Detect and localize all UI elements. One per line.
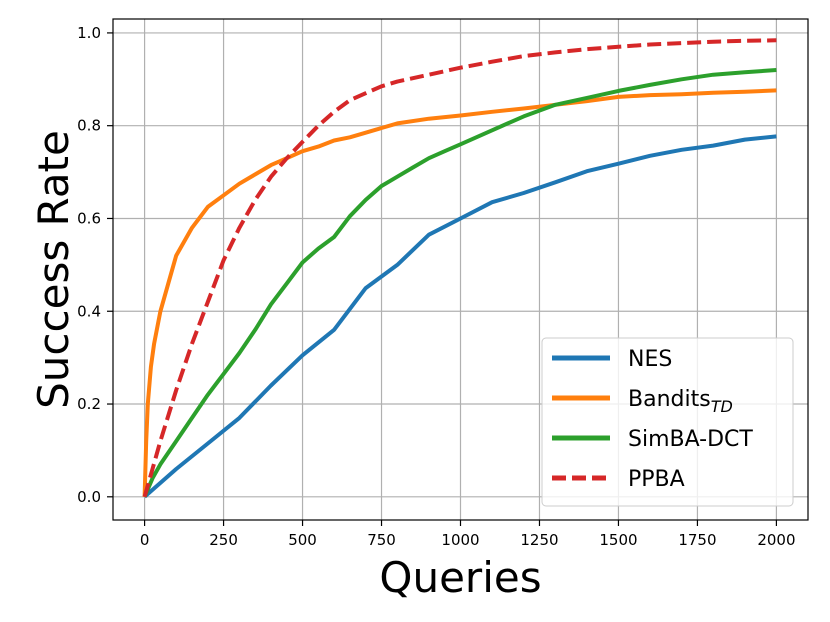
axis-ticks: 0 250 500 750 1000 1250 1500 1750 2000 0.0 0.2 0.4 0… [77,24,795,549]
x-tick-label: 1500 [599,531,637,549]
legend-label-banditstd: BanditsTD [628,387,733,416]
legend-label-ppba: PPBA [628,467,685,492]
legend-label-simba-dct: SimBA-DCT [628,427,753,452]
series-line-ppba [142,38,777,498]
series-line-banditstd [142,88,777,497]
legend-label-nes: NES [628,347,672,372]
x-tick-label: 250 [209,531,238,549]
series-line-simba-dct [142,68,777,498]
series-line-nes [143,134,777,499]
x-tick-label: 1750 [678,531,716,549]
legend: NES BanditsTD SimBA-DCT PPBA [541,337,794,507]
x-tick-label: 500 [288,531,317,549]
x-tick-label: 750 [367,531,396,549]
x-tick-label: 1000 [441,531,479,549]
y-tick-label: 0.6 [77,209,101,227]
series-lines [142,38,777,499]
y-tick-label: 0.8 [77,117,101,135]
x-tick-label: 1250 [520,531,558,549]
x-tick-label: 2000 [757,531,795,549]
y-tick-label: 0.4 [77,302,101,320]
y-tick-label: 0.0 [77,488,101,506]
y-axis-title: Success Rate [29,130,78,409]
y-tick-label: 0.2 [77,395,101,413]
y-tick-label: 1.0 [77,24,101,42]
legend-box [541,337,794,507]
x-tick-label: 0 [140,531,150,549]
x-axis-title: Queries [379,553,541,602]
